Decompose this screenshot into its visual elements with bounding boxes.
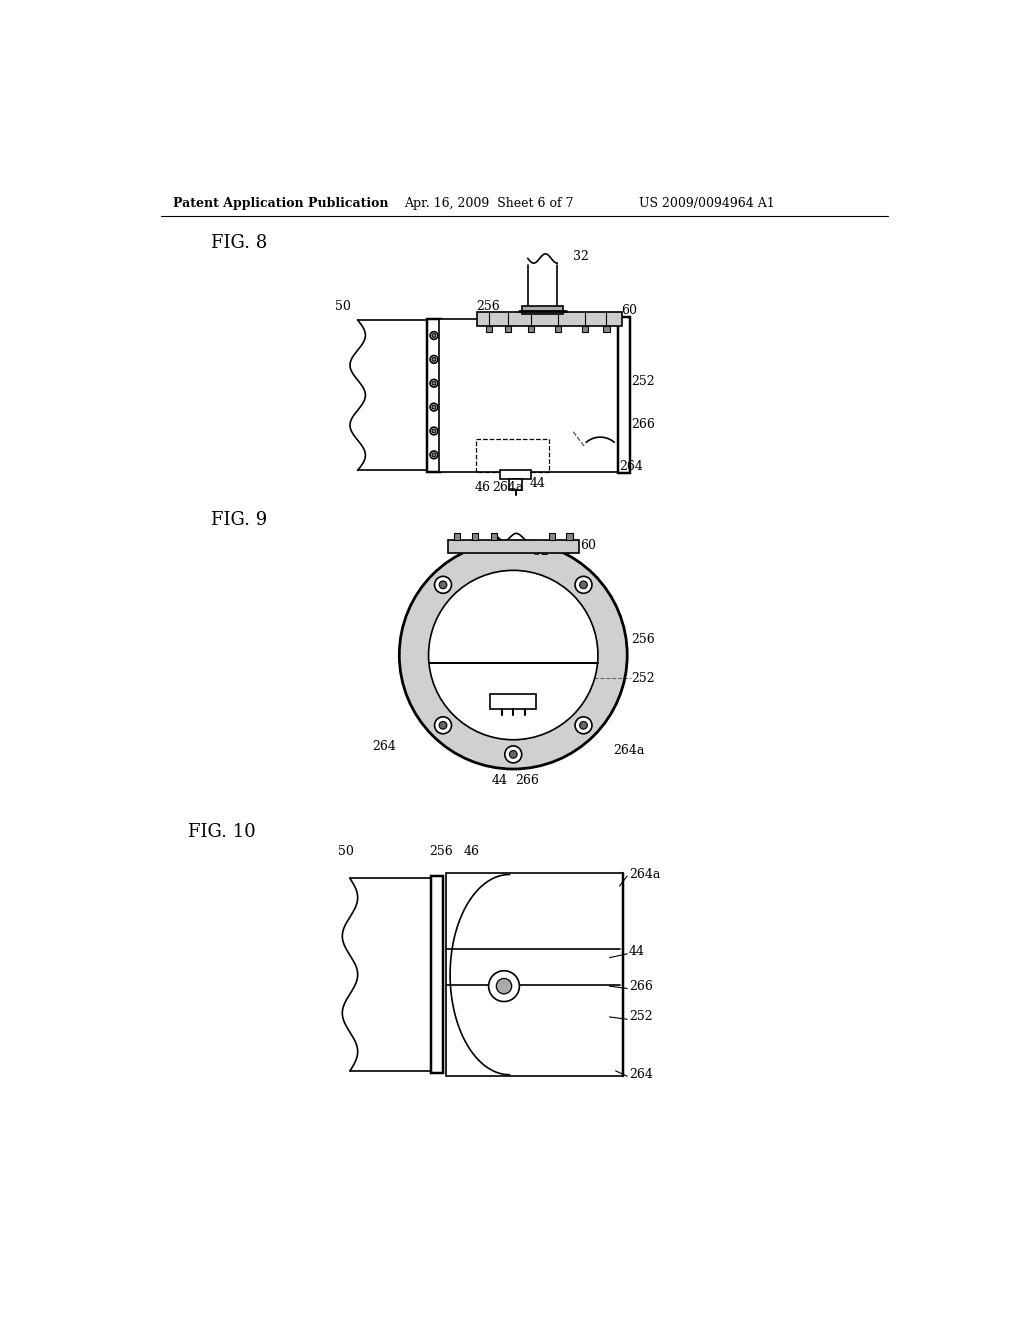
Circle shape [497,978,512,994]
Bar [566,533,572,540]
Circle shape [432,381,436,385]
Text: 264: 264 [620,459,643,473]
Text: 32: 32 [573,251,589,264]
Text: 264: 264 [373,741,396,754]
Circle shape [509,751,517,758]
Bar [472,533,478,540]
Text: 252: 252 [631,672,654,685]
Circle shape [432,334,436,338]
Circle shape [432,405,436,409]
Bar [427,318,441,471]
Text: 252: 252 [631,375,654,388]
Circle shape [430,404,438,411]
Circle shape [432,453,436,457]
Bar [528,326,535,333]
Text: FIG. 10: FIG. 10 [188,824,256,841]
Circle shape [430,355,438,363]
Circle shape [505,746,521,763]
Circle shape [430,379,438,387]
Bar [477,313,622,326]
Bar [617,317,630,474]
Text: FIG. 8: FIG. 8 [211,234,267,252]
Bar [454,533,460,540]
Bar [521,306,563,314]
Bar [509,479,521,490]
Circle shape [575,577,592,593]
Bar [485,326,492,333]
Circle shape [430,428,438,434]
Bar [431,876,443,1073]
Text: 60: 60 [581,539,596,552]
Bar [447,540,579,553]
Text: 44: 44 [492,774,508,787]
Text: 264a: 264a [493,482,524,495]
Bar [549,533,555,540]
Circle shape [439,722,446,729]
Circle shape [430,451,438,459]
Bar [582,326,588,333]
Text: 266: 266 [515,774,540,787]
Text: 50: 50 [335,300,350,313]
Bar [555,326,561,333]
Circle shape [434,577,452,593]
Bar [446,873,624,1076]
Text: 32: 32 [532,545,549,557]
Text: 252: 252 [629,1010,652,1023]
Text: 44: 44 [629,945,645,958]
Text: 60: 60 [621,305,637,317]
Text: 264: 264 [629,1068,652,1081]
Bar [490,693,537,709]
Circle shape [580,581,588,589]
Text: US 2009/0094964 A1: US 2009/0094964 A1 [639,197,774,210]
Circle shape [580,722,588,729]
Circle shape [432,429,436,433]
Circle shape [488,970,519,1002]
Bar [603,326,609,333]
Text: FIG. 9: FIG. 9 [211,511,267,529]
Text: 266: 266 [629,979,652,993]
Polygon shape [399,541,628,770]
Bar [475,440,549,471]
Text: 264a: 264a [629,869,660,880]
Text: 264a: 264a [613,744,645,758]
Text: Patent Application Publication: Patent Application Publication [173,197,388,210]
Text: Apr. 16, 2009  Sheet 6 of 7: Apr. 16, 2009 Sheet 6 of 7 [403,197,573,210]
Text: 266: 266 [631,417,655,430]
Circle shape [439,581,446,589]
Text: 256: 256 [476,300,500,313]
Circle shape [430,331,438,339]
Text: 256: 256 [631,634,654,647]
Text: 50: 50 [339,845,354,858]
Bar [438,318,617,471]
Circle shape [432,358,436,362]
Circle shape [434,717,452,734]
Text: 46: 46 [475,482,490,495]
Bar [505,326,511,333]
Circle shape [575,717,592,734]
Bar [500,470,531,479]
Bar [490,533,497,540]
Text: 46: 46 [463,845,479,858]
Text: 44: 44 [529,477,546,490]
Text: 256: 256 [429,845,453,858]
